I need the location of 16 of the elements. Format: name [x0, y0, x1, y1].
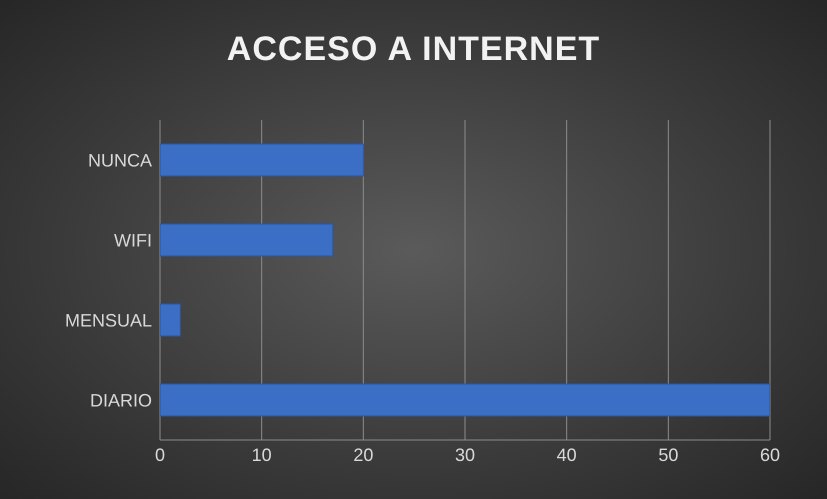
bar — [160, 384, 770, 416]
x-tick-label: 50 — [658, 444, 678, 465]
x-tick-label: 0 — [154, 444, 166, 465]
y-tick-label: NUNCA — [88, 150, 152, 170]
x-tick-label: 30 — [454, 444, 476, 465]
y-tick-label: DIARIO — [90, 390, 152, 410]
x-tick-label: 20 — [353, 444, 374, 465]
bar — [160, 144, 364, 176]
y-tick-label: MENSUAL — [64, 310, 152, 330]
bar — [160, 224, 334, 256]
chart-title: ACCESO A INTERNET — [226, 30, 602, 69]
x-tick-label: 10 — [252, 444, 272, 465]
y-tick-label: WIFI — [114, 230, 152, 250]
x-tick-label: 40 — [556, 444, 577, 465]
bar — [160, 304, 181, 336]
x-tick-label: 60 — [760, 444, 780, 465]
